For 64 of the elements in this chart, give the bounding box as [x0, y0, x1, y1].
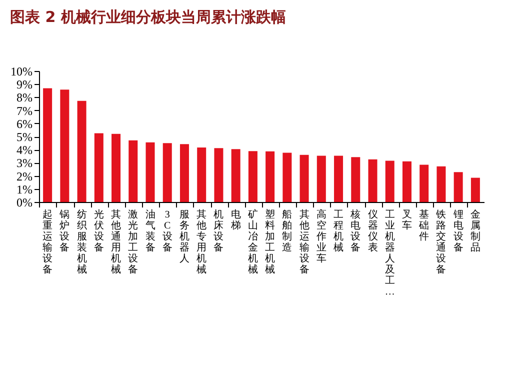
- bar: [436, 166, 446, 202]
- x-tick-label: 纺织服装机械: [76, 208, 87, 276]
- y-tick-label: 10%: [10, 64, 32, 78]
- y-tick-label: 0%: [16, 196, 32, 210]
- x-tick-label: 电梯: [230, 208, 241, 232]
- y-tick-label: 2%: [16, 169, 32, 184]
- bar: [351, 157, 360, 202]
- x-tick-label: 金属制品: [470, 208, 480, 254]
- x-tick-label: 油气装备: [145, 208, 156, 254]
- bar: [94, 133, 104, 202]
- y-tick-label: 9%: [16, 78, 32, 92]
- y-tick-label: 5%: [16, 130, 32, 144]
- x-tick-label: 其他通用机械: [111, 208, 122, 276]
- x-tick-label: 工程机械: [334, 210, 344, 254]
- bar: [282, 152, 292, 202]
- bar: [60, 90, 70, 202]
- x-tick-label: 矿山冶金机械: [246, 208, 258, 276]
- bar: [128, 140, 138, 202]
- bar: [162, 143, 172, 202]
- x-tick-label: 激光加工设备: [128, 208, 138, 276]
- bar: [248, 151, 258, 202]
- x-tick-label: 其他运输设备: [299, 208, 310, 276]
- bar: [231, 149, 240, 202]
- bar: [146, 142, 155, 202]
- y-tick-label: 7%: [16, 104, 32, 118]
- y-tick-label: 1%: [16, 182, 32, 196]
- bar: [316, 156, 326, 202]
- bar: [334, 156, 344, 202]
- bar: [470, 178, 480, 202]
- x-tick-label: 锅炉设备: [58, 210, 70, 254]
- bar: [43, 88, 52, 202]
- y-tick-label: 3%: [16, 156, 32, 170]
- bar: [385, 160, 394, 202]
- bar: [300, 154, 309, 202]
- bar: [112, 134, 121, 202]
- x-tick-label: 仪器仪表: [368, 208, 378, 254]
- x-tick-label: 基础件: [418, 208, 430, 242]
- bar: [77, 100, 86, 202]
- y-tick-label: 4%: [16, 143, 32, 158]
- x-tick-label: 高空作业车: [315, 208, 326, 264]
- x-tick-label: 船舶制造: [282, 210, 292, 254]
- x-tick-label: 其他专用机械: [196, 208, 207, 276]
- x-tick-label: 工业机器人及工…: [384, 210, 395, 298]
- x-tick-label: 光伏设备: [94, 208, 104, 254]
- bar: [266, 151, 275, 202]
- x-tick-label: 铁路交通设备: [435, 208, 446, 276]
- y-tick-label: 8%: [16, 90, 32, 105]
- bar: [368, 159, 378, 202]
- x-tick-label: 叉车: [402, 210, 412, 232]
- bar: [402, 161, 412, 202]
- x-tick-label: 服务机器人: [179, 210, 190, 264]
- chart-title: 图表 2 机械行业细分板块当周累计涨跌幅: [10, 8, 286, 26]
- bar: [214, 148, 224, 202]
- x-tick-label: 3C设备: [162, 210, 172, 254]
- x-tick-label: 机床设备: [214, 208, 224, 254]
- x-tick-label: 起重运输设备: [42, 208, 53, 276]
- x-tick-label: 塑料加工机械: [265, 208, 276, 276]
- bar: [180, 144, 189, 202]
- x-tick-label: 核电设备: [350, 208, 361, 254]
- bar: [197, 148, 206, 202]
- bar: [420, 164, 429, 202]
- bar: [454, 172, 463, 202]
- y-tick-label: 6%: [16, 116, 32, 131]
- x-tick-label: 锂电设备: [452, 210, 464, 254]
